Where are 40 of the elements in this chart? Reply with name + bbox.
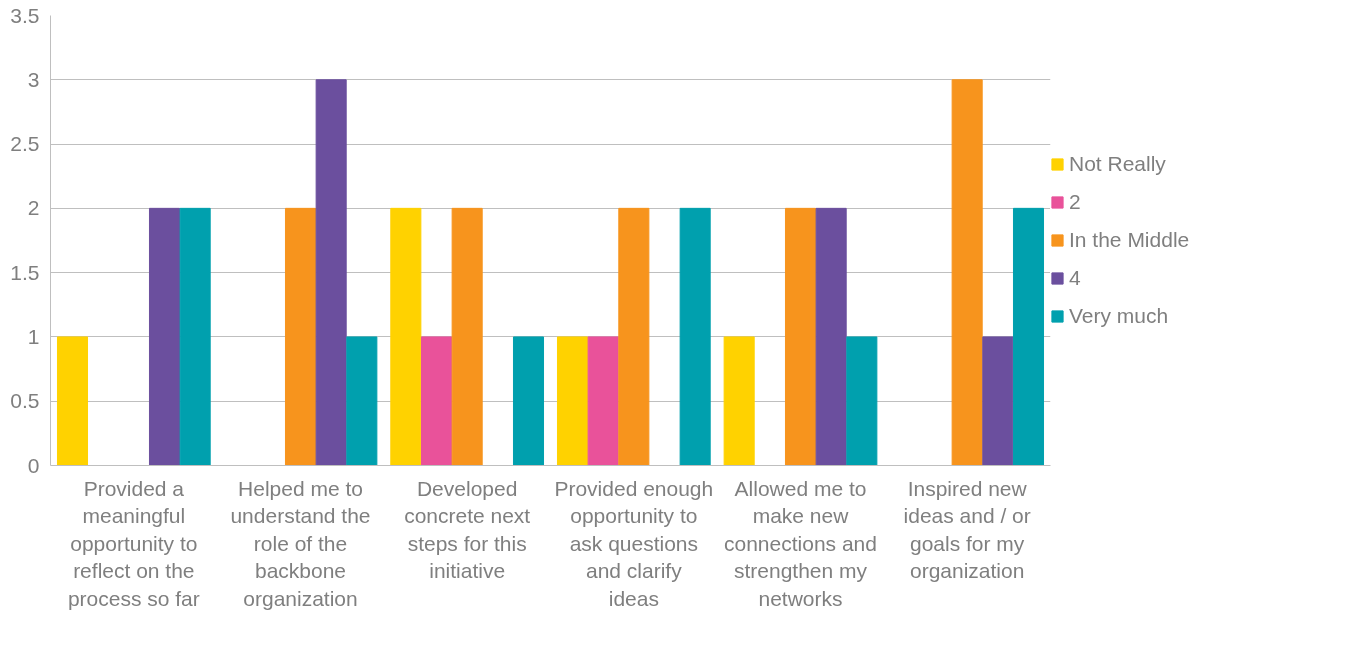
bar [815,207,847,466]
bar [982,336,1014,466]
x-tick-label: Inspired new ideas and / or goals for my organization [903,476,1031,583]
legend-label: Very much [1069,304,1169,328]
bar [315,79,347,466]
bar [679,207,711,466]
bar [148,207,181,466]
bar [846,336,878,466]
bar [420,336,453,466]
x-tick-label: Provided enough opportunity to ask questions and clarify ideas [554,476,714,610]
y-tick-label: 1 [27,324,40,348]
bar [346,336,378,466]
bar [179,207,211,466]
bar [390,207,422,466]
x-tick-label: Allowed me to make new connections and strengthen my networks [724,476,877,610]
bar [618,207,650,466]
x-tick-label: Provided a meaningful opportunity to reflect on the process so far [67,476,200,610]
bar [951,79,983,466]
bar [1012,207,1045,466]
bar [723,336,755,466]
legend-label: In the Middle [1069,228,1190,252]
y-tick-label: 0 [27,453,40,477]
y-tick-label: 0.5 [10,389,40,413]
bar [556,336,589,466]
legend-label: Not Really [1069,152,1166,176]
x-tick-label: Developed concrete next steps for this initiative [404,476,531,583]
bar [784,207,817,466]
y-tick-label: 2 [27,196,40,220]
x-tick-label: Helped me to understand the role of the backbone organization [230,476,371,610]
bar [56,336,89,466]
bar [512,336,545,466]
y-tick-label: 1.5 [10,260,40,284]
bar [284,207,317,466]
bar [451,207,483,466]
legend-label: 2 [1069,190,1082,214]
y-tick-label: 3.5 [10,3,40,27]
y-tick-label: 3 [27,67,40,91]
bar [587,336,619,466]
legend-label: 4 [1069,266,1082,290]
y-tick-label: 2.5 [10,132,40,156]
